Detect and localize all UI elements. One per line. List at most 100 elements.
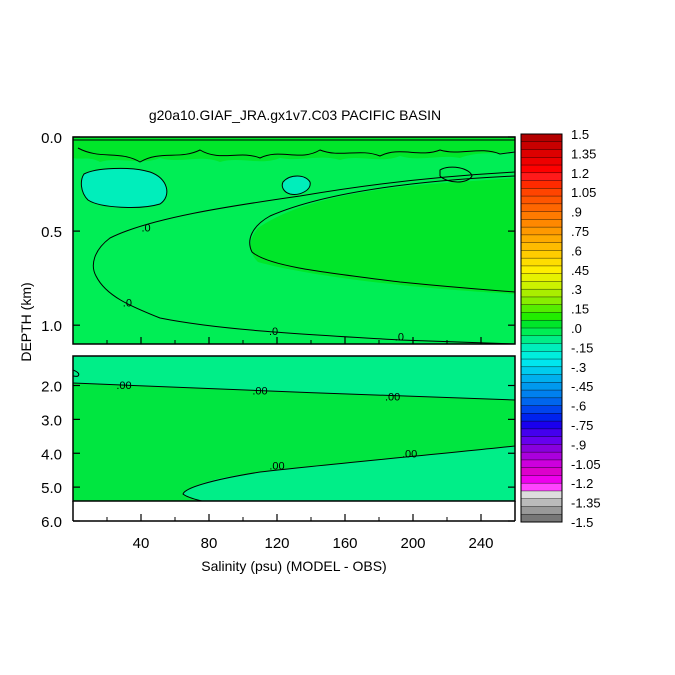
contour-label: .00 <box>269 460 284 472</box>
colorbar-swatch <box>521 335 562 344</box>
colorbar-label: .9 <box>571 205 582 220</box>
colorbar-swatch <box>521 304 562 313</box>
upper-negative-patch-small <box>282 176 311 195</box>
colorbar-swatch <box>521 452 562 461</box>
contour-label: .00 <box>402 448 417 460</box>
x-tick-label: 160 <box>332 535 357 552</box>
colorbar-swatch <box>521 211 562 220</box>
colorbar-swatch <box>521 242 562 251</box>
colorbar-label: -.75 <box>571 418 593 433</box>
colorbar-swatch <box>521 366 562 375</box>
y-tick-label: 5.0 <box>41 480 62 497</box>
colorbar-swatch <box>521 498 562 507</box>
colorbar-swatch <box>521 405 562 414</box>
y-tick-label: 4.0 <box>41 446 62 463</box>
colorbar-swatch <box>521 328 562 337</box>
colorbar-swatch <box>521 258 562 267</box>
colorbar-swatch <box>521 219 562 228</box>
colorbar-label: .75 <box>571 224 589 239</box>
contour-label: .00 <box>385 391 400 403</box>
lower-panel <box>73 356 515 501</box>
upper-contour-core <box>249 175 515 293</box>
x-axis: 40 80 120 160 200 240 <box>106 337 494 552</box>
colorbar-swatch <box>521 320 562 329</box>
contour-label: .0 <box>142 222 151 234</box>
lower-panel-frame <box>72 355 516 502</box>
colorbar-swatch <box>521 289 562 298</box>
colorbar-swatch <box>521 134 562 143</box>
colorbar-swatch <box>521 359 562 368</box>
colorbar-swatch <box>521 397 562 406</box>
colorbar-label: .0 <box>571 321 582 336</box>
colorbar-swatch <box>521 506 562 515</box>
contour-label: .00 <box>252 386 267 398</box>
x-tick-label: 40 <box>133 535 150 552</box>
colorbar-swatch <box>521 296 562 306</box>
y-axis-upper: 0.0 0.5 1.0 <box>41 130 515 335</box>
colorbar-label: -.15 <box>571 340 593 355</box>
upper-negative-patch <box>81 168 167 208</box>
colorbar-swatch <box>521 428 562 437</box>
colorbar-swatch <box>521 421 562 430</box>
y-tick-label: 0.5 <box>41 224 62 241</box>
contour-label: .0 <box>269 326 278 338</box>
colorbar-label: -.6 <box>571 399 586 414</box>
x-tick-label: 240 <box>468 535 493 552</box>
colorbar-swatch <box>521 459 562 468</box>
lower-bottom-fill <box>183 446 515 501</box>
x-axis-title: Salinity (psu) (MODEL - OBS) <box>201 558 386 574</box>
colorbar-swatch <box>521 390 562 399</box>
y-tick-label: 1.0 <box>41 318 62 335</box>
colorbar-label: -1.5 <box>571 515 593 530</box>
y-tick-label: 3.0 <box>41 412 62 429</box>
colorbar-label: 1.05 <box>571 185 596 200</box>
colorbar-swatch <box>521 490 562 500</box>
colorbar-swatch <box>521 250 562 259</box>
colorbar: 1.5 1.35 1.2 1.05 .9 .75 .6 .45 .3 .15 .0 -.15 -.3 -.… <box>520 127 601 530</box>
lower-positive-band <box>73 383 515 501</box>
chart-title: g20a10.GIAF_JRA.gx1v7.C03 PACIFIC BASIN <box>149 107 441 123</box>
upper-contour-zero-main <box>92 171 515 344</box>
colorbar-swatch <box>521 172 562 181</box>
colorbar-label: -.3 <box>571 360 586 375</box>
colorbar-label: -1.05 <box>571 457 601 472</box>
colorbar-swatch <box>521 444 562 453</box>
y-tick-label: 6.0 <box>41 514 62 531</box>
y-axis-lower: 2.0 3.0 4.0 5.0 6.0 <box>41 379 515 531</box>
upper-contour-surface <box>73 139 515 163</box>
x-tick-label: 120 <box>264 535 289 552</box>
colorbar-label: .6 <box>571 243 582 258</box>
colorbar-label: 1.5 <box>571 127 589 142</box>
colorbar-label: -.45 <box>571 379 593 394</box>
contour-label: .0 <box>395 331 404 343</box>
colorbar-swatch <box>521 157 562 166</box>
x-tick-label: 80 <box>201 535 218 552</box>
colorbar-swatch <box>521 196 562 205</box>
colorbar-swatch <box>521 141 562 150</box>
lower-contour-upper <box>73 382 515 401</box>
colorbar-label: .3 <box>571 282 582 297</box>
colorbar-swatch <box>521 514 562 523</box>
y-tick-label: 0.0 <box>41 130 62 147</box>
colorbar-label: -.9 <box>571 437 586 452</box>
colorbar-swatch <box>521 374 562 383</box>
colorbar-swatch <box>521 273 562 282</box>
colorbar-swatch <box>521 413 562 422</box>
colorbar-swatch <box>521 281 562 290</box>
colorbar-swatch <box>521 265 562 274</box>
lower-contour-edge <box>73 369 80 377</box>
colorbar-swatch <box>521 203 562 212</box>
colorbar-label: .45 <box>571 263 589 278</box>
upper-surface-band <box>73 137 515 162</box>
colorbar-swatch <box>521 234 562 243</box>
colorbar-swatch <box>521 475 562 484</box>
upper-core-shade <box>250 178 515 294</box>
upper-panel <box>73 137 515 344</box>
colorbar-swatch <box>521 165 562 174</box>
colorbar-label: 1.2 <box>571 166 589 181</box>
colorbar-swatch <box>521 436 562 445</box>
contour-label: .0 <box>123 298 132 310</box>
y-axis-title: DEPTH (km) <box>18 282 34 361</box>
colorbar-swatch <box>521 149 562 158</box>
